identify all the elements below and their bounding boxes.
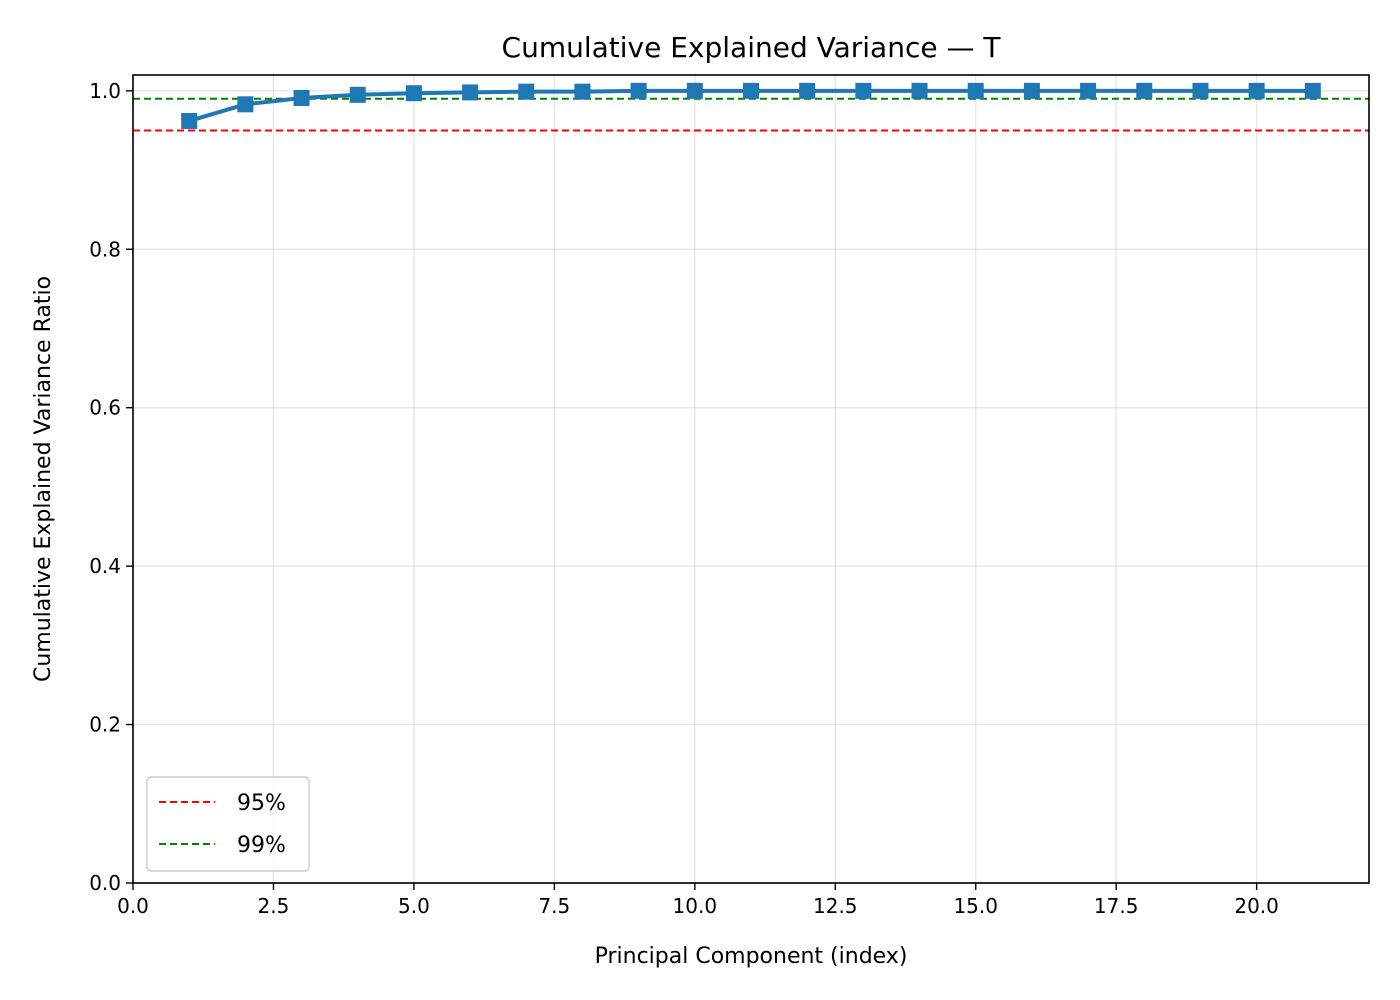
x-tick-label: 12.5 bbox=[813, 894, 858, 918]
data-series bbox=[181, 82, 1321, 129]
x-tick-label: 2.5 bbox=[258, 894, 290, 918]
x-axis-label: Principal Component (index) bbox=[595, 944, 908, 969]
data-point-marker bbox=[518, 83, 535, 100]
data-point-marker bbox=[1192, 82, 1209, 99]
data-point-marker bbox=[743, 82, 759, 99]
data-point-marker bbox=[349, 86, 366, 103]
y-tick-label: 0.0 bbox=[89, 871, 121, 895]
data-point-marker bbox=[630, 82, 647, 99]
y-tick-label: 0.4 bbox=[89, 554, 121, 578]
axis-ticks: 0.0 2.5 5.0 7.5 10.0 12.5 15.0 17.5 20.0 0.0 0.2 0.… bbox=[89, 79, 1279, 918]
data-point-marker bbox=[293, 89, 310, 106]
legend: 95% 99% bbox=[146, 776, 310, 872]
data-point-marker bbox=[462, 84, 479, 101]
x-tick-label: 10.0 bbox=[673, 894, 718, 918]
x-tick-label: 5.0 bbox=[398, 894, 430, 918]
plot-area-frame bbox=[132, 74, 1370, 884]
data-point-marker bbox=[1136, 82, 1153, 99]
legend-label: 99% bbox=[237, 833, 286, 858]
x-tick-label: 15.0 bbox=[953, 894, 998, 918]
data-point-marker bbox=[405, 85, 422, 102]
x-tick-label: 17.5 bbox=[1094, 894, 1139, 918]
y-tick-label: 0.6 bbox=[89, 396, 121, 420]
data-point-marker bbox=[1248, 82, 1265, 99]
x-tick-label: 0.0 bbox=[117, 894, 149, 918]
data-point-marker bbox=[967, 82, 984, 99]
y-tick-label: 0.8 bbox=[89, 237, 121, 261]
data-point-marker bbox=[911, 82, 928, 99]
y-tick-label: 0.2 bbox=[89, 713, 121, 737]
data-point-marker bbox=[237, 96, 254, 113]
data-point-marker bbox=[181, 112, 198, 129]
legend-label: 95% bbox=[237, 791, 286, 816]
data-point-marker bbox=[1304, 82, 1321, 99]
data-point-marker bbox=[1080, 82, 1097, 99]
data-point-marker bbox=[799, 82, 816, 99]
y-tick-label: 1.0 bbox=[89, 79, 121, 103]
data-point-marker bbox=[574, 83, 591, 100]
x-tick-label: 7.5 bbox=[538, 894, 570, 918]
chart-title: Cumulative Explained Variance — T bbox=[502, 31, 1002, 64]
data-point-marker bbox=[686, 82, 703, 99]
data-point-marker bbox=[1023, 82, 1040, 99]
y-axis-label: Cumulative Explained Variance Ratio bbox=[31, 276, 56, 682]
data-point-marker bbox=[855, 82, 872, 99]
legend-box bbox=[146, 776, 310, 872]
x-tick-label: 20.0 bbox=[1234, 894, 1279, 918]
